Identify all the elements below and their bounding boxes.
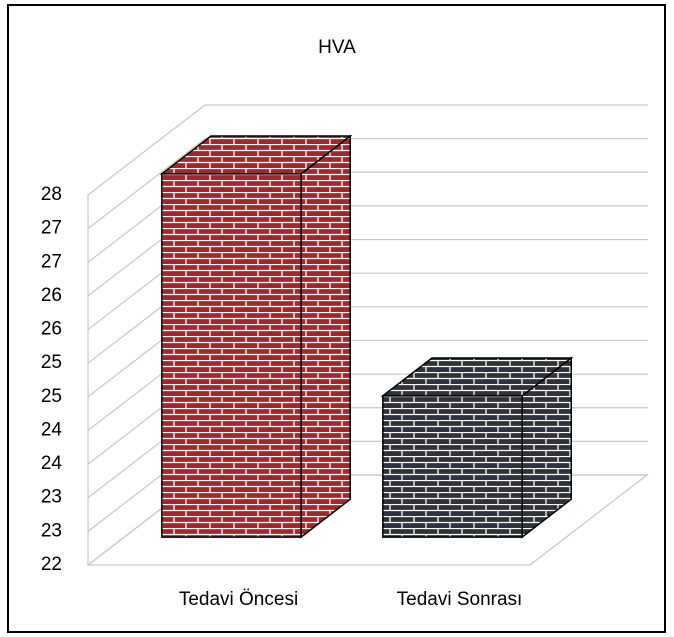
y-tick-label: 28 [41, 184, 62, 205]
y-tick-label: 24 [41, 419, 63, 440]
y-tick-label: 26 [41, 285, 62, 306]
bar [382, 395, 523, 538]
y-tick-label: 24 [41, 453, 63, 474]
chart-title: HVA [318, 37, 356, 58]
y-tick-label: 27 [41, 251, 62, 272]
x-tick-label: Tedavi Sonrası [397, 589, 523, 610]
x-tick-label: Tedavi Öncesi [179, 589, 298, 610]
y-tick-label: 22 [41, 554, 62, 575]
y-tick-label: 25 [41, 352, 62, 373]
y-tick-label: 23 [41, 520, 62, 541]
bar [161, 173, 302, 538]
y-tick-label: 23 [41, 487, 62, 508]
y-tick-label: 25 [41, 386, 62, 407]
y-tick-label: 27 [41, 218, 62, 239]
bar-side [300, 134, 351, 539]
y-tick-label: 26 [41, 319, 62, 340]
grid-line [87, 104, 206, 196]
grid-line [87, 138, 206, 230]
